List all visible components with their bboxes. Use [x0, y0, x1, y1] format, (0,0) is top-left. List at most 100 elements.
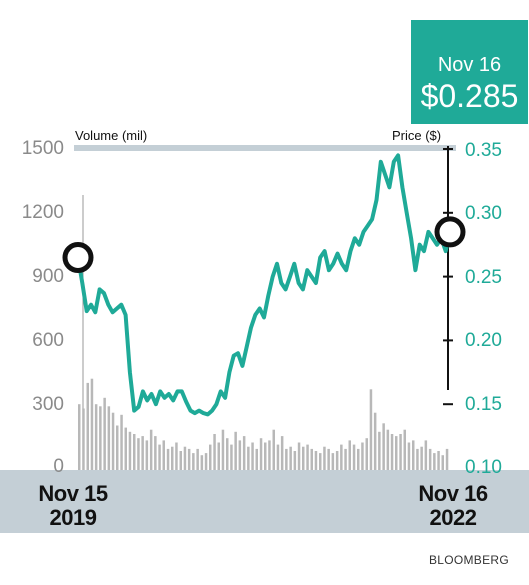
volume-bar [230, 444, 233, 470]
x-start-date-line1: Nov 15 [38, 481, 108, 506]
volume-bar [200, 455, 204, 470]
volume-bar [103, 397, 106, 470]
price-line [76, 153, 452, 417]
price-tick-label: 0.35 [465, 140, 502, 161]
volume-bar [86, 382, 89, 470]
right-axis-ticks [443, 148, 453, 406]
volume-bar [116, 425, 119, 470]
volume-bar [247, 446, 250, 470]
x-end-date-line2: 2022 [429, 505, 477, 530]
volume-bar [107, 406, 111, 470]
volume-tick-label: 1500 [21, 138, 64, 159]
volume-bar [196, 448, 199, 470]
volume-bar [280, 436, 284, 470]
volume-bar [183, 446, 187, 470]
volume-bar [175, 442, 178, 470]
volume-bar [403, 429, 406, 470]
volume-bar [242, 436, 246, 470]
volume-bar [365, 438, 368, 470]
start-price-marker [62, 242, 94, 273]
volume-bar [259, 438, 263, 470]
volume-tick-label: 0 [53, 456, 64, 477]
volume-bar [255, 448, 258, 470]
volume-bar [310, 448, 313, 470]
volume-bar [445, 448, 449, 470]
volume-bar [209, 444, 212, 470]
volume-bar [382, 423, 385, 470]
volume-bar [145, 440, 149, 470]
volume-bar [352, 444, 356, 470]
latest-price-value: $0.285 [420, 78, 519, 114]
volume-bar [424, 440, 428, 470]
volume-bar [128, 431, 132, 470]
volume-bar [407, 442, 411, 470]
volume-tick-label: 600 [32, 330, 64, 351]
volume-bar [344, 448, 347, 470]
volume-bar [420, 446, 423, 470]
volume-bar [238, 440, 242, 470]
volume-bar [302, 446, 305, 470]
x-start-date: Nov 15 2019 [30, 482, 116, 530]
price-tick-label: 0.30 [465, 203, 502, 224]
volume-bar [272, 429, 275, 470]
volume-bar [162, 440, 165, 470]
volume-bar [124, 427, 127, 470]
volume-bar [158, 444, 161, 470]
volume-bar [204, 453, 208, 470]
price-axis-label: Price ($) [392, 128, 442, 143]
volume-bar [441, 455, 444, 470]
volume-tick-label: 1200 [21, 202, 64, 223]
top-axis-band [74, 145, 456, 151]
volume-bar [399, 434, 402, 470]
volume-bar [285, 448, 288, 470]
volume-bar [327, 448, 330, 470]
latest-price-date: Nov 16 [437, 54, 502, 76]
volume-bar [335, 451, 339, 470]
volume-bar [187, 448, 191, 470]
volume-bar [297, 442, 301, 470]
volume-bar [331, 453, 335, 470]
volume-bar [217, 442, 220, 470]
volume-bar [141, 436, 144, 470]
volume-bar [433, 453, 436, 470]
volume-bar [357, 448, 360, 470]
volume-bar [428, 448, 432, 470]
volume-bar [314, 451, 318, 470]
volume-bar [289, 446, 292, 470]
latest-price-box: Nov 16 $0.285 [411, 20, 528, 124]
volume-bar [268, 440, 271, 470]
volume-bar [340, 444, 343, 470]
volume-bar [293, 451, 297, 470]
volume-bar [192, 453, 195, 470]
price-tick-label: 0.25 [465, 267, 502, 288]
volume-bar [378, 431, 381, 470]
volume-bar [137, 438, 140, 470]
volume-bar [348, 440, 351, 470]
volume-bar [213, 434, 216, 470]
volume-bar [373, 412, 377, 470]
price-tick-label: 0.10 [465, 457, 502, 478]
volume-bar [221, 429, 225, 470]
x-end-date-line1: Nov 16 [418, 481, 488, 506]
volume-bar [390, 434, 394, 470]
volume-bar [94, 404, 98, 470]
volume-bar [234, 431, 237, 470]
volume-bar [369, 389, 373, 470]
price-tick-label: 0.15 [465, 394, 502, 415]
volume-bar [171, 446, 174, 470]
volume-bar [251, 442, 254, 470]
x-end-date: Nov 16 2022 [410, 482, 496, 530]
volume-bar [323, 446, 326, 470]
volume-bar [133, 434, 136, 470]
volume-bar [276, 444, 280, 470]
volume-bar [226, 438, 229, 470]
volume-bar [412, 440, 415, 470]
volume-bar [437, 451, 440, 470]
source-label: BLOOMBERG [428, 553, 509, 567]
volume-bar [149, 429, 153, 470]
volume-bar [99, 406, 102, 470]
end-price-marker [434, 216, 466, 248]
volume-tick-label: 900 [32, 266, 64, 287]
volume-bar [306, 444, 309, 470]
